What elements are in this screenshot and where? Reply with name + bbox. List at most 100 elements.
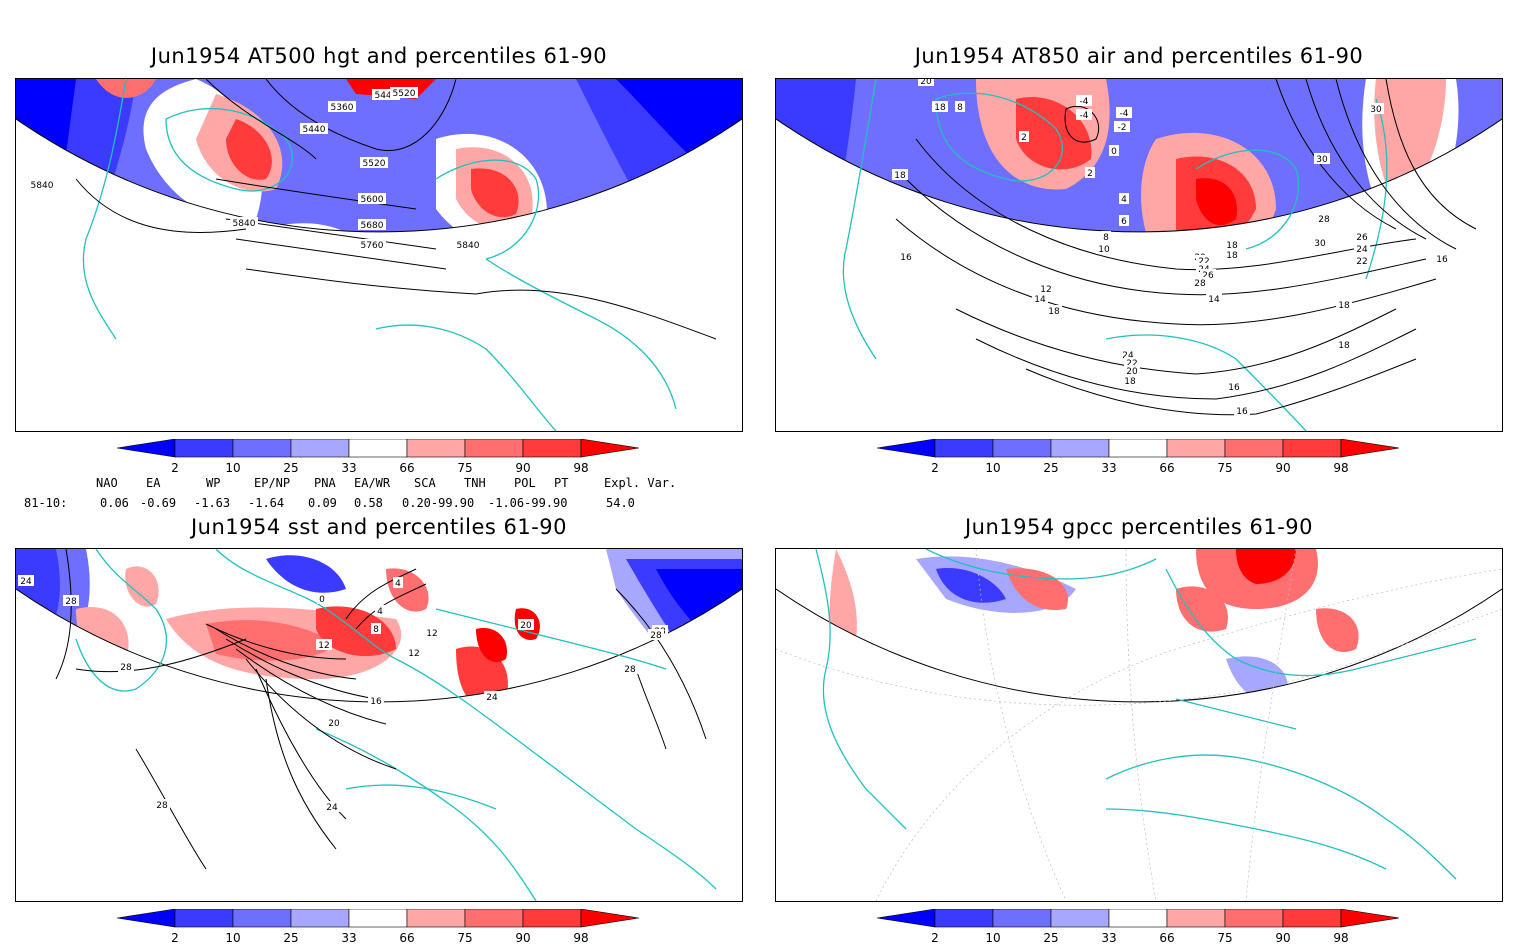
colorbar-swatch: [580, 908, 640, 928]
colorbar-tick-label: 2: [931, 461, 939, 475]
contour-label-bg: [1019, 131, 1029, 142]
contour-label: 26: [1356, 233, 1368, 243]
contour-label: 8: [957, 103, 963, 113]
colorbar-tick-label: 33: [341, 931, 357, 945]
colorbar-hgt: 2 10 25 33 66 75 90 98: [116, 438, 647, 479]
panel-title-air: Jun1954 AT850 air and percentiles 61-90: [914, 44, 1364, 68]
contour-label: 26: [1202, 271, 1214, 281]
colorbar-tick-label: 10: [225, 461, 241, 475]
colorbar-tick-label: 33: [1101, 461, 1117, 475]
contour-label-bg: [1312, 237, 1328, 248]
colorbar-swatch: [876, 438, 936, 458]
contour-label: 16: [1228, 383, 1240, 393]
contour-label-bg: [1119, 215, 1129, 226]
contour-label: -4: [1080, 111, 1089, 121]
colorbar-swatch: [1224, 438, 1284, 458]
contour-label-bg: [63, 595, 79, 606]
colorbar-tick-label: 33: [341, 461, 357, 475]
index-header: NAO: [96, 476, 118, 490]
colorbar-tick-label: 66: [1159, 931, 1175, 945]
contour-label-bg: [316, 639, 332, 650]
colorbar-tick-label: 2: [171, 461, 179, 475]
contour-label-bg: [454, 239, 482, 250]
contour-label-bg: [1076, 95, 1092, 106]
contour-label: 16: [370, 697, 382, 707]
colorbar-swatch: [464, 438, 524, 458]
contour-label-bg: [1354, 243, 1370, 254]
colorbar-swatch: [1340, 908, 1400, 928]
colorbar-swatch: [876, 908, 936, 928]
contour-label-bg: [372, 89, 400, 100]
colorbar-tick-label: 75: [457, 931, 473, 945]
contour-label-bg: [1206, 293, 1222, 304]
map-panel-gpcc: [775, 548, 1503, 902]
contour-label: 5440: [303, 125, 326, 135]
colorbar-swatch: [116, 438, 176, 458]
contour-label: 22: [1356, 257, 1367, 267]
contour-label-bg: [358, 193, 386, 204]
colorbar-tick-label: 10: [985, 931, 1001, 945]
contour-label: 16: [900, 253, 912, 263]
map-panel-air: 20188-4-4-4-2202468101214161818181418202…: [775, 78, 1503, 432]
contour-label: 12: [426, 629, 437, 639]
contour-label-bg: [1336, 339, 1352, 350]
index-row-label: 81-10:: [24, 496, 68, 510]
contour-label: 4: [377, 607, 383, 617]
contour-label-bg: [390, 87, 418, 98]
contour-label: 28: [120, 663, 132, 673]
contour-label: 4: [1121, 195, 1127, 205]
colorbar-tick-label: 33: [1101, 931, 1117, 945]
colorbar-swatch: [1166, 438, 1226, 458]
contour-label-bg: [326, 717, 342, 728]
contour-label-bg: [1196, 263, 1212, 274]
colorbar-swatch: [290, 908, 350, 928]
colorbar-tick-label: 75: [457, 461, 473, 475]
contour-label: 10: [1098, 245, 1110, 255]
colorbar-tick-label: 25: [1043, 461, 1059, 475]
colorbar-swatch: [1108, 908, 1168, 928]
contour-label: 6: [1121, 217, 1127, 227]
contour-label: 0: [319, 595, 325, 605]
colorbar-gpcc: 2 10 25 33 66 75 90 98: [876, 908, 1407, 949]
contour-label-bg: [118, 661, 134, 672]
contour-label-bg: [1124, 365, 1140, 376]
contour-label-bg: [1096, 243, 1112, 254]
contour-label: 12: [318, 641, 329, 651]
colorbar-swatches: [876, 908, 1400, 928]
contour-label: 18: [1338, 301, 1350, 311]
panel-title-sst: Jun1954 sst and percentiles 61-90: [190, 515, 568, 539]
contour-label-bg: [1046, 305, 1062, 316]
contour-label-bg: [1200, 269, 1216, 280]
contour-label-bg: [358, 219, 386, 230]
contour-label: 28: [1318, 215, 1330, 225]
index-value: 0.06: [100, 496, 129, 510]
map-panel-sst: 2428280448121212162020242428282828: [15, 548, 743, 902]
contour-label: 5520: [363, 159, 386, 169]
contour-label: 18: [1226, 241, 1238, 251]
contour-label: 16: [1236, 407, 1248, 417]
panel-title-gpcc: Jun1954 gpcc percentiles 61-90: [964, 515, 1314, 539]
colorbar-swatch: [522, 908, 582, 928]
contour-label: -2: [1118, 123, 1127, 133]
contour-label-bg: [1226, 381, 1242, 392]
map-gpcc: [776, 549, 1502, 901]
contour-label-bg: [154, 799, 170, 810]
index-header: WP: [206, 476, 221, 490]
contour-label: 22: [1126, 359, 1137, 369]
colorbar-tick-label: 66: [399, 461, 415, 475]
contour-label: 5760: [361, 241, 384, 251]
contour-label: 24: [486, 693, 498, 703]
contour-label-bg: [1101, 231, 1111, 242]
contour-label: 5840: [31, 181, 54, 191]
contour-label-bg: [1076, 109, 1092, 120]
contour-label: 5440: [375, 91, 398, 101]
contour-label: 24: [326, 803, 338, 813]
contour-label-bg: [1192, 277, 1208, 288]
colorbar-tick-label: 98: [1333, 461, 1349, 475]
contour-label: 24: [1356, 245, 1368, 255]
contour-label-bg: [360, 157, 388, 168]
contour-label: 20: [920, 79, 932, 87]
contour-label-bg: [1354, 255, 1370, 266]
colorbar-swatches: [116, 908, 640, 928]
contour-label-bg: [518, 619, 534, 630]
